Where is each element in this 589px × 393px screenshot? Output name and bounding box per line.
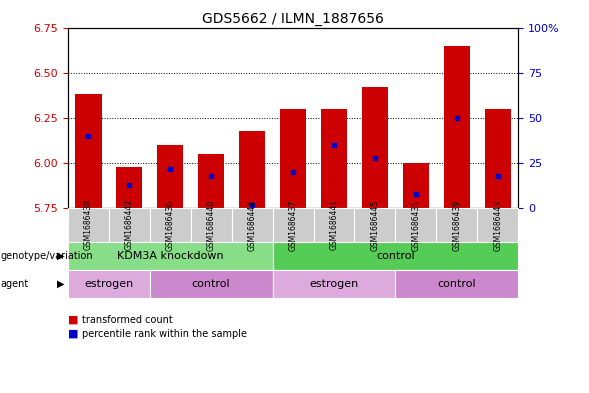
Text: control: control [438, 279, 476, 289]
Text: GSM1686439: GSM1686439 [452, 199, 461, 251]
Text: GSM1686443: GSM1686443 [494, 199, 502, 251]
Text: GSM1686438: GSM1686438 [84, 200, 92, 250]
Text: GSM1686436: GSM1686436 [166, 199, 175, 251]
Text: genotype/variation: genotype/variation [1, 251, 93, 261]
Bar [239, 130, 266, 208]
Text: control: control [192, 279, 230, 289]
Bar [362, 87, 388, 208]
Text: GSM1686444: GSM1686444 [247, 199, 257, 251]
Text: control: control [376, 251, 415, 261]
Bar [444, 46, 470, 208]
Text: ▶: ▶ [57, 279, 65, 289]
Text: KDM3A knockdown: KDM3A knockdown [117, 251, 223, 261]
Text: GSM1686437: GSM1686437 [289, 199, 297, 251]
Text: GSM1686440: GSM1686440 [207, 199, 216, 251]
Text: GSM1686445: GSM1686445 [370, 199, 379, 251]
Text: GSM1686442: GSM1686442 [125, 200, 134, 250]
Text: ▶: ▶ [57, 251, 65, 261]
Text: percentile rank within the sample: percentile rank within the sample [82, 329, 247, 339]
Text: ■: ■ [68, 315, 78, 325]
Title: GDS5662 / ILMN_1887656: GDS5662 / ILMN_1887656 [202, 13, 384, 26]
Bar [157, 145, 183, 208]
Bar [75, 94, 101, 208]
Text: GSM1686441: GSM1686441 [329, 200, 339, 250]
Text: ■: ■ [68, 329, 78, 339]
Text: estrogen: estrogen [309, 279, 359, 289]
Text: agent: agent [1, 279, 29, 289]
Text: estrogen: estrogen [84, 279, 133, 289]
Bar [485, 109, 511, 208]
Text: transformed count: transformed count [82, 315, 173, 325]
Bar [280, 109, 306, 208]
Text: GSM1686435: GSM1686435 [411, 199, 421, 251]
Bar [198, 154, 224, 208]
Bar [403, 163, 429, 208]
Bar [320, 109, 348, 208]
Bar [116, 167, 143, 208]
